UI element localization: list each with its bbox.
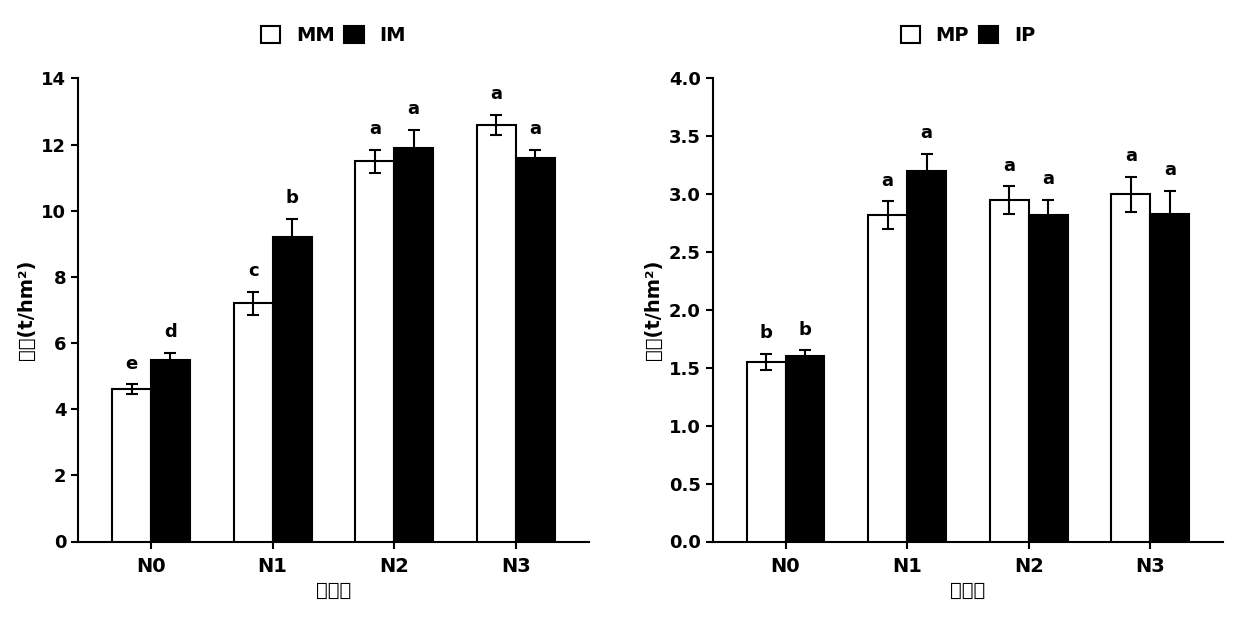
Text: a: a	[408, 100, 419, 118]
Legend: MP, IP: MP, IP	[893, 19, 1043, 53]
Bar	[990, 200, 1029, 542]
Text: a: a	[1003, 157, 1016, 175]
Text: c: c	[248, 262, 258, 280]
Text: a: a	[1042, 170, 1054, 188]
Text: a: a	[920, 124, 932, 142]
Y-axis label: 产量(t/hm²): 产量(t/hm²)	[645, 260, 663, 360]
Bar	[394, 148, 433, 542]
Text: a: a	[368, 120, 381, 138]
Bar	[477, 125, 516, 542]
X-axis label: 氮水平: 氮水平	[950, 581, 986, 600]
Bar	[516, 158, 554, 542]
Bar	[273, 237, 311, 542]
Text: a: a	[1125, 147, 1137, 165]
Bar	[233, 304, 273, 542]
Text: e: e	[125, 355, 138, 373]
Text: b: b	[760, 325, 773, 342]
Bar	[112, 389, 151, 542]
Text: b: b	[285, 189, 299, 207]
Bar	[746, 362, 786, 542]
Bar	[151, 360, 190, 542]
Text: a: a	[490, 85, 502, 103]
Text: b: b	[799, 321, 811, 339]
Bar	[356, 161, 394, 542]
Bar	[1151, 214, 1189, 542]
Legend: MM, IM: MM, IM	[253, 19, 414, 53]
Text: a: a	[529, 120, 542, 138]
Text: a: a	[882, 172, 894, 189]
Text: d: d	[164, 323, 177, 341]
Text: a: a	[1164, 161, 1176, 179]
Bar	[908, 171, 946, 542]
Bar	[1111, 194, 1151, 542]
Bar	[786, 356, 825, 542]
Bar	[868, 215, 908, 542]
X-axis label: 氮水平: 氮水平	[316, 581, 351, 600]
Bar	[1029, 215, 1068, 542]
Y-axis label: 产量(t/hm²): 产量(t/hm²)	[16, 260, 36, 360]
